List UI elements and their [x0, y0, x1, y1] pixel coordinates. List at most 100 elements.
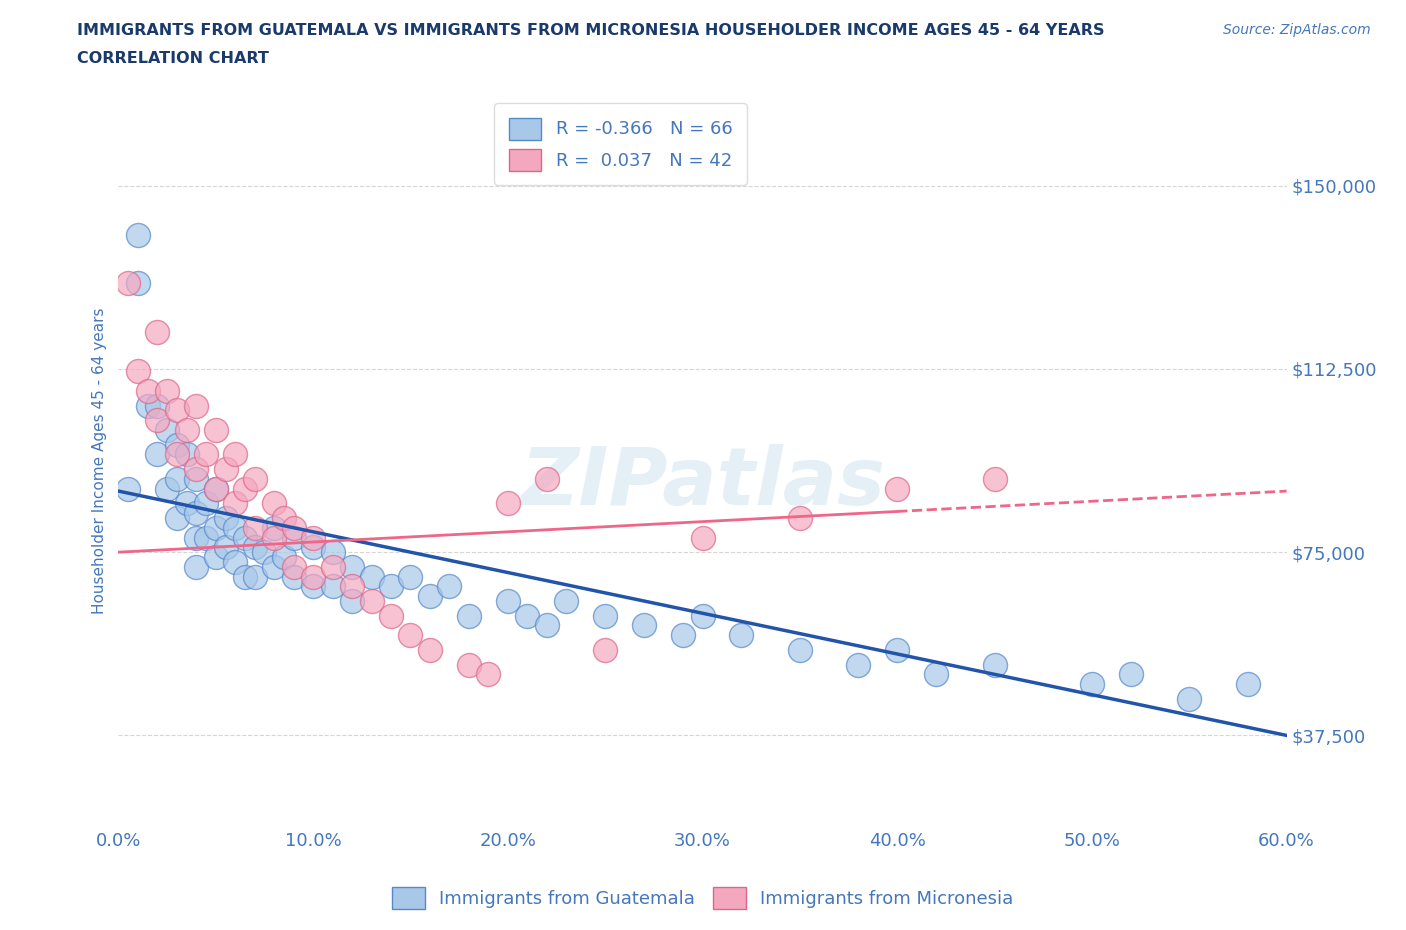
Point — [233, 530, 256, 545]
Point — [302, 569, 325, 584]
Point — [536, 618, 558, 633]
Point — [224, 496, 246, 511]
Point — [166, 472, 188, 486]
Point — [302, 539, 325, 554]
Point — [886, 643, 908, 658]
Point — [156, 481, 179, 496]
Point — [633, 618, 655, 633]
Point — [340, 579, 363, 594]
Point — [983, 658, 1005, 672]
Point — [186, 506, 208, 521]
Point — [302, 530, 325, 545]
Point — [789, 643, 811, 658]
Point — [146, 413, 169, 428]
Point — [233, 569, 256, 584]
Point — [263, 520, 285, 535]
Point — [322, 545, 344, 560]
Point — [457, 608, 479, 623]
Text: Source: ZipAtlas.com: Source: ZipAtlas.com — [1223, 23, 1371, 37]
Point — [204, 550, 226, 565]
Point — [477, 667, 499, 682]
Point — [322, 559, 344, 574]
Point — [127, 227, 149, 242]
Point — [1236, 677, 1258, 692]
Point — [730, 628, 752, 643]
Point — [166, 437, 188, 452]
Point — [117, 276, 139, 291]
Point — [983, 472, 1005, 486]
Point — [692, 608, 714, 623]
Point — [146, 325, 169, 339]
Point — [166, 511, 188, 525]
Point — [399, 569, 422, 584]
Point — [156, 422, 179, 437]
Point — [340, 559, 363, 574]
Point — [496, 593, 519, 608]
Point — [146, 447, 169, 462]
Point — [846, 658, 869, 672]
Point — [496, 496, 519, 511]
Point — [195, 530, 218, 545]
Point — [214, 539, 236, 554]
Point — [195, 447, 218, 462]
Y-axis label: Householder Income Ages 45 - 64 years: Householder Income Ages 45 - 64 years — [93, 307, 107, 614]
Point — [789, 511, 811, 525]
Point — [672, 628, 695, 643]
Point — [146, 398, 169, 413]
Point — [186, 398, 208, 413]
Point — [692, 530, 714, 545]
Point — [136, 398, 159, 413]
Point — [204, 481, 226, 496]
Point — [243, 539, 266, 554]
Point — [263, 559, 285, 574]
Text: CORRELATION CHART: CORRELATION CHART — [77, 51, 269, 66]
Point — [273, 550, 295, 565]
Point — [214, 461, 236, 476]
Point — [117, 481, 139, 496]
Point — [302, 579, 325, 594]
Point — [283, 569, 305, 584]
Point — [322, 579, 344, 594]
Point — [925, 667, 948, 682]
Point — [186, 461, 208, 476]
Point — [127, 276, 149, 291]
Point — [166, 403, 188, 418]
Point — [136, 383, 159, 398]
Point — [166, 447, 188, 462]
Point — [360, 593, 382, 608]
Point — [380, 608, 402, 623]
Point — [536, 472, 558, 486]
Point — [593, 643, 616, 658]
Point — [224, 520, 246, 535]
Point — [204, 481, 226, 496]
Point — [214, 511, 236, 525]
Point — [195, 496, 218, 511]
Point — [233, 481, 256, 496]
Point — [156, 383, 179, 398]
Point — [176, 496, 198, 511]
Point — [263, 530, 285, 545]
Point — [340, 593, 363, 608]
Point — [176, 447, 198, 462]
Point — [253, 545, 276, 560]
Point — [399, 628, 422, 643]
Point — [224, 554, 246, 569]
Legend: Immigrants from Guatemala, Immigrants from Micronesia: Immigrants from Guatemala, Immigrants fr… — [385, 880, 1021, 916]
Point — [439, 579, 461, 594]
Point — [886, 481, 908, 496]
Point — [127, 364, 149, 379]
Point — [186, 559, 208, 574]
Point — [204, 422, 226, 437]
Point — [516, 608, 538, 623]
Point — [1119, 667, 1142, 682]
Text: ZIPatlas: ZIPatlas — [520, 444, 884, 522]
Point — [176, 422, 198, 437]
Legend: R = -0.366   N = 66, R =  0.037   N = 42: R = -0.366 N = 66, R = 0.037 N = 42 — [495, 103, 747, 185]
Point — [283, 520, 305, 535]
Point — [593, 608, 616, 623]
Point — [243, 520, 266, 535]
Point — [1178, 691, 1201, 706]
Point — [263, 496, 285, 511]
Point — [555, 593, 578, 608]
Point — [243, 472, 266, 486]
